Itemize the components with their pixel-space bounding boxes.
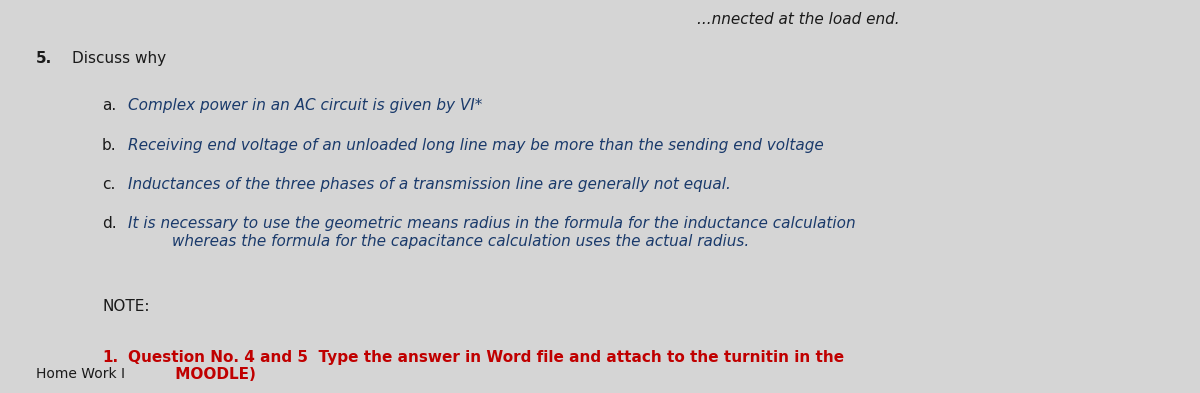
Text: 1.: 1. [102, 350, 118, 365]
Text: c.: c. [102, 177, 115, 192]
Text: Discuss why: Discuss why [72, 51, 166, 66]
Text: Complex power in an AC circuit is given by VI*: Complex power in an AC circuit is given … [128, 98, 482, 113]
Text: ...nnected at the load end.: ...nnected at the load end. [697, 12, 900, 27]
Text: NOTE:: NOTE: [102, 299, 150, 314]
Text: Home Work I: Home Work I [36, 367, 125, 381]
Text: a.: a. [102, 98, 116, 113]
Text: Receiving end voltage of an unloaded long line may be more than the sending end : Receiving end voltage of an unloaded lon… [128, 138, 824, 152]
Text: b.: b. [102, 138, 116, 152]
Text: d.: d. [102, 216, 116, 231]
Text: Question No. 4 and 5  Type the answer in Word file and attach to the turnitin in: Question No. 4 and 5 Type the answer in … [128, 350, 845, 382]
Text: Inductances of the three phases of a transmission line are generally not equal.: Inductances of the three phases of a tra… [128, 177, 731, 192]
Text: 5.: 5. [36, 51, 53, 66]
Text: It is necessary to use the geometric means radius in the formula for the inducta: It is necessary to use the geometric mea… [128, 216, 856, 248]
